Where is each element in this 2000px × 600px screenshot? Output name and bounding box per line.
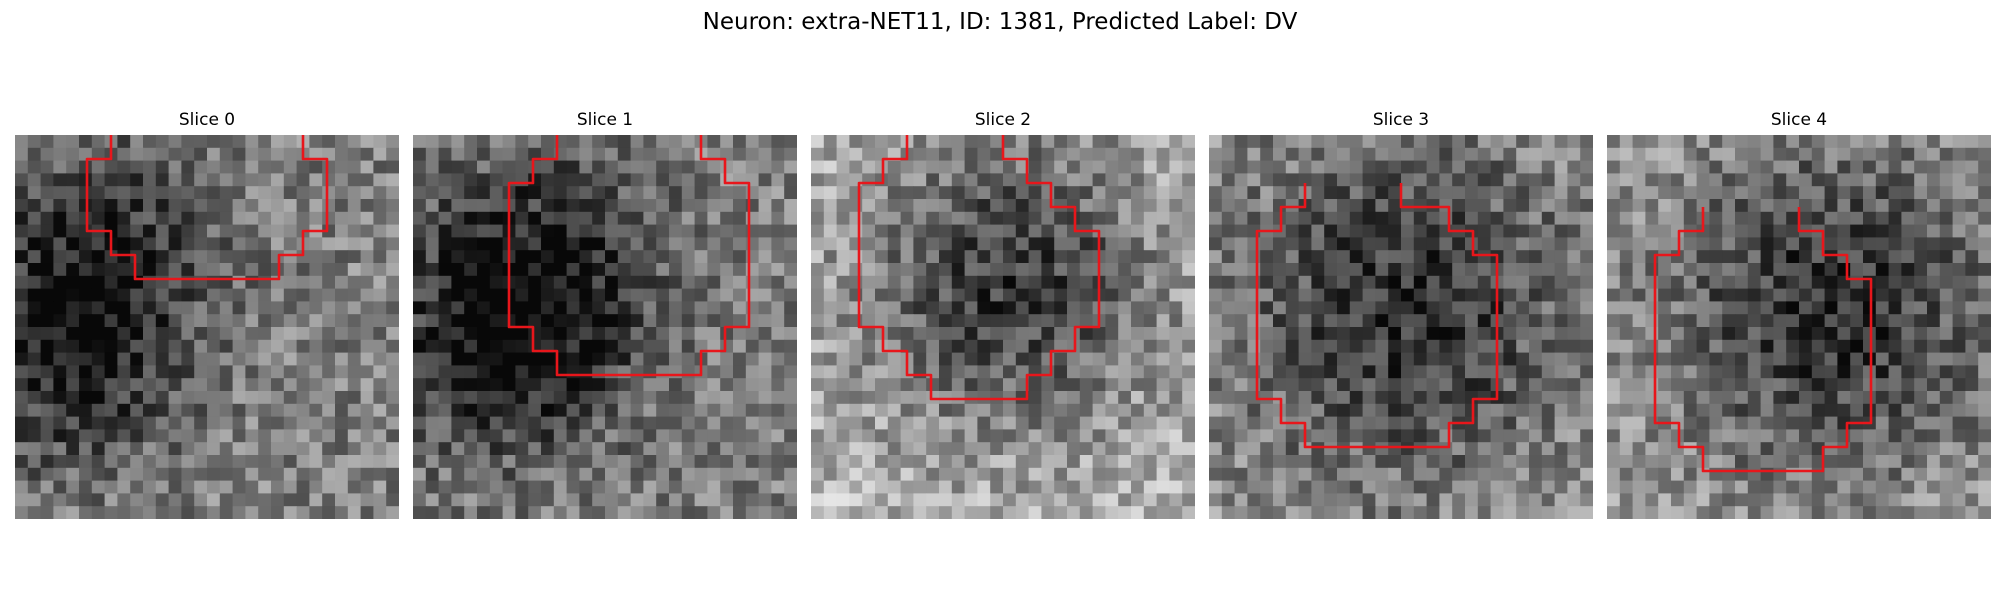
slice-3-title: Slice 3: [1372, 110, 1430, 130]
slice-2-image: [811, 135, 1195, 519]
slice-1-image: [413, 135, 797, 519]
slice-3-contour: [1255, 183, 1499, 449]
slice-panel-0: Slice 0: [15, 108, 399, 519]
slice-0-image: [15, 135, 399, 519]
slice-2-title: Slice 2: [974, 110, 1032, 130]
slice-4-image: [1607, 135, 1991, 519]
slice-3-image: [1209, 135, 1593, 519]
slice-panel-4: Slice 4: [1607, 108, 1991, 519]
slice-panel-3: Slice 3: [1209, 108, 1593, 519]
slice-0-title: Slice 0: [178, 110, 236, 130]
slice-0-contour: [85, 135, 329, 281]
slice-2-contour: [857, 135, 1101, 401]
slice-panel-1: Slice 1: [413, 108, 797, 519]
figure-title: Neuron: extra-NET11, ID: 1381, Predicted…: [702, 9, 1298, 35]
slice-1-title: Slice 1: [576, 110, 634, 130]
slice-1-contour: [507, 135, 751, 377]
slice-4-title: Slice 4: [1770, 110, 1828, 130]
slice-4-contour: [1653, 207, 1873, 473]
slice-panel-2: Slice 2: [811, 108, 1195, 519]
